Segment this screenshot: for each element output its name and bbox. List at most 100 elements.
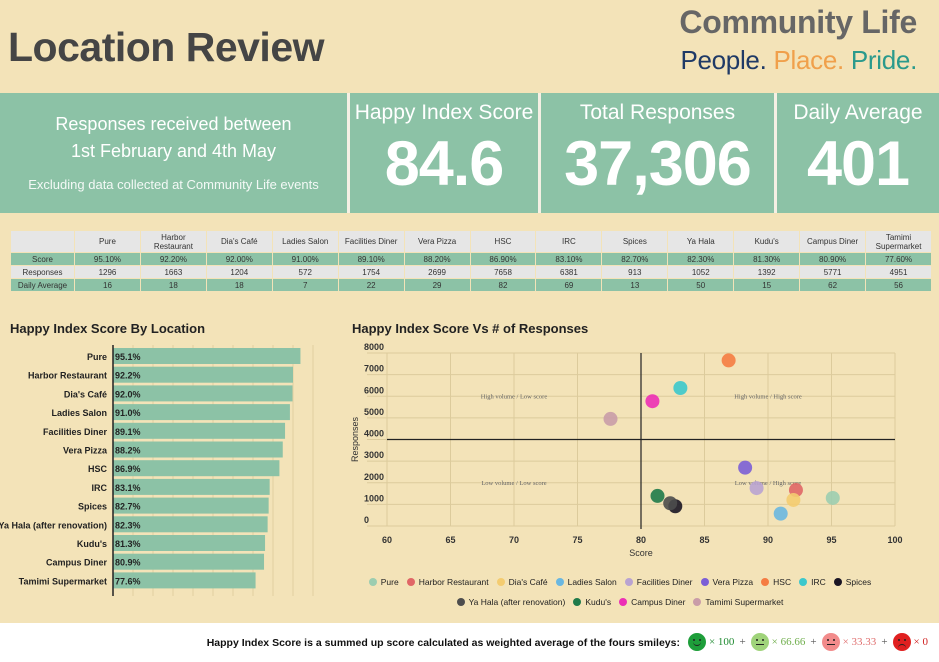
happy-index-label: Happy Index Score bbox=[354, 101, 534, 124]
x-tick-label: 85 bbox=[699, 535, 709, 545]
table-row-label: Daily Average bbox=[10, 278, 75, 292]
table-column-header: Ladies Salon bbox=[271, 230, 339, 253]
happy-index-card: Happy Index Score 84.6 bbox=[347, 93, 538, 213]
legend-label: Kudu's bbox=[585, 597, 612, 607]
x-axis-label: Score bbox=[629, 548, 653, 558]
legend-item: IRC bbox=[799, 572, 826, 592]
legend-dot-icon bbox=[573, 597, 582, 606]
scatter-point bbox=[738, 460, 753, 475]
table-row: Daily Average 16 18 18 7 22 29 82 69 13 50 15 62 56 bbox=[10, 278, 932, 292]
kpi-row: Responses received between 1st February … bbox=[0, 93, 939, 213]
table-cell: 29 bbox=[403, 278, 471, 292]
y-tick-label: 7000 bbox=[364, 364, 384, 374]
category-label: Tamimi Supermarket bbox=[19, 576, 107, 586]
table-cell: 1754 bbox=[337, 265, 405, 279]
legend-dot-icon bbox=[456, 597, 465, 606]
category-label: Harbor Restaurant bbox=[28, 371, 107, 381]
category-label: Ya Hala (after renovation) bbox=[0, 520, 107, 530]
legend-label: Dia's Café bbox=[508, 577, 548, 587]
scatter-legend: Pure Harbor Restaurant Dia's Café Ladies Sa… bbox=[360, 572, 880, 612]
tagline-people: People. bbox=[680, 45, 767, 75]
table-cell: 62 bbox=[799, 278, 867, 292]
table-cell: 88.20% bbox=[403, 252, 471, 266]
category-label: IRC bbox=[92, 483, 108, 493]
legend-label: Vera Pizza bbox=[712, 577, 754, 587]
total-responses-card: Total Responses 37,306 bbox=[538, 93, 774, 213]
plus-sign: + bbox=[810, 636, 817, 649]
scatter-point bbox=[825, 490, 840, 505]
table-cell: 22 bbox=[337, 278, 405, 292]
scatter-point bbox=[773, 506, 788, 521]
table-row-label: Responses bbox=[10, 265, 75, 279]
smiley-weight: × 100 bbox=[708, 636, 735, 649]
table-cell: 5771 bbox=[799, 265, 867, 279]
legend-item: Spices bbox=[833, 572, 871, 592]
table-column-header: Spices bbox=[601, 230, 669, 253]
table-cell: 56 bbox=[865, 278, 932, 292]
legend-dot-icon bbox=[624, 577, 633, 586]
bar bbox=[113, 516, 268, 533]
tagline-place: Place. bbox=[773, 45, 844, 75]
happy-index-value: 84.6 bbox=[384, 129, 505, 199]
legend-item: Tamimi Supermarket bbox=[693, 592, 783, 612]
scatter-chart: 60 65 70 75 80 85 90 95 100010002000300040005000… bbox=[350, 342, 903, 558]
table-cell: 82.30% bbox=[667, 252, 735, 266]
table-cell: 15 bbox=[733, 278, 801, 292]
table-cell: 7658 bbox=[469, 265, 537, 279]
table-cell: 77.60% bbox=[865, 252, 932, 266]
data-label: 92.2% bbox=[115, 371, 141, 381]
brand-tagline: People. Place. Pride. bbox=[679, 45, 917, 76]
bar bbox=[113, 366, 293, 383]
unhappy-smiley-icon bbox=[821, 633, 840, 652]
legend-dot-icon bbox=[619, 597, 628, 606]
table-column-header: HSC bbox=[469, 230, 537, 253]
table-column-header: Facilities Diner bbox=[337, 230, 405, 253]
table-cell: 913 bbox=[601, 265, 669, 279]
data-label: 82.3% bbox=[115, 520, 141, 530]
data-label: 83.1% bbox=[115, 483, 141, 493]
y-axis-label: Responses bbox=[350, 416, 360, 462]
data-label: 82.7% bbox=[115, 502, 141, 512]
table-cell: 50 bbox=[667, 278, 735, 292]
legend-dot-icon bbox=[368, 577, 377, 586]
table-row: Responses 1296 1663 1204 572 1754 2699 7658 6381… bbox=[10, 265, 932, 279]
date-range-line1: Responses received between bbox=[55, 114, 292, 134]
quadrant-label: Low volume / Low score bbox=[481, 480, 546, 487]
legend-label: Ya Hala (after renovation) bbox=[468, 597, 566, 607]
table-cell: 13 bbox=[601, 278, 669, 292]
table-cell: 82 bbox=[469, 278, 537, 292]
legend-label: Harbor Restaurant bbox=[418, 577, 489, 587]
data-label: 89.1% bbox=[115, 427, 141, 437]
data-label: 91.0% bbox=[115, 408, 141, 418]
category-label: Facilities Diner bbox=[43, 427, 108, 437]
table-cell: 1663 bbox=[139, 265, 207, 279]
bar bbox=[113, 348, 301, 364]
category-label: Vera Pizza bbox=[63, 446, 108, 456]
quadrant-label: High volume / Low score bbox=[481, 393, 548, 400]
legend-item: Facilities Diner bbox=[624, 572, 693, 592]
data-label: 88.2% bbox=[115, 446, 141, 456]
scatter-point bbox=[650, 488, 665, 503]
exclusion-note: Excluding data collected at Community Li… bbox=[28, 177, 319, 192]
legend-item: HSC bbox=[761, 572, 791, 592]
brand-name: Community Life bbox=[679, 4, 917, 40]
x-tick-label: 95 bbox=[826, 535, 836, 545]
footer-explanation: Happy Index Score is a summed up score c… bbox=[206, 636, 680, 649]
table-row: Score 95.10% 92.20% 92.00% 91.00% 89.10% 88.20… bbox=[10, 252, 932, 266]
legend-dot-icon bbox=[555, 577, 564, 586]
bar bbox=[113, 460, 280, 477]
legend-dot-icon bbox=[700, 577, 709, 586]
scatter-point bbox=[721, 353, 736, 368]
table-cell: 83.10% bbox=[535, 252, 603, 266]
x-tick-label: 60 bbox=[382, 535, 392, 545]
plus-sign: + bbox=[881, 636, 888, 649]
table-cell: 7 bbox=[271, 278, 339, 292]
legend-label: Tamimi Supermarket bbox=[705, 597, 784, 607]
table-cell: 82.70% bbox=[601, 252, 669, 266]
table-cell: 18 bbox=[205, 278, 273, 292]
table-cell: 16 bbox=[74, 278, 141, 292]
daily-average-label: Daily Average bbox=[793, 101, 923, 124]
legend-label: Ladies Salon bbox=[567, 577, 617, 587]
legend-label: Facilities Diner bbox=[636, 577, 693, 587]
scatter-point bbox=[673, 381, 688, 396]
